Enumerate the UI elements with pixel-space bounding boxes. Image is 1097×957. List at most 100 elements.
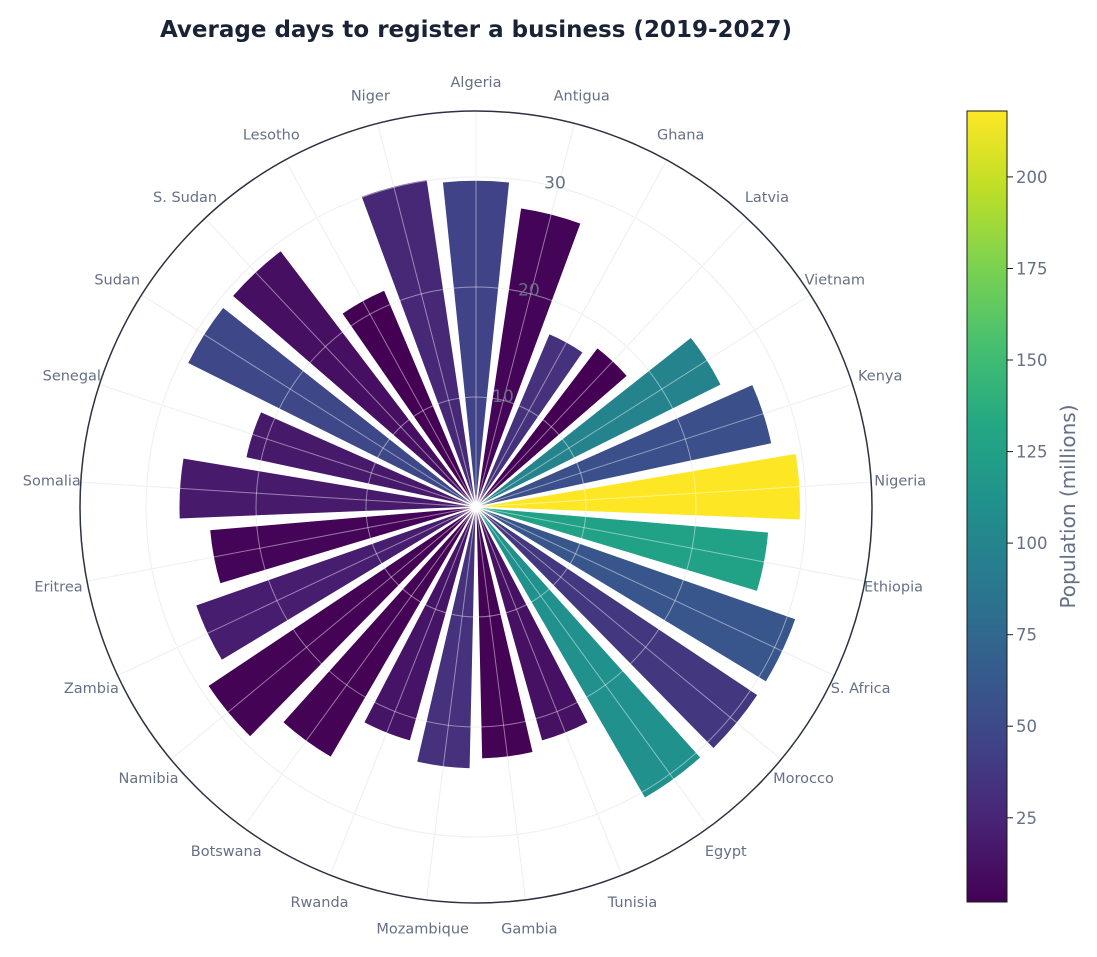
bar-kenya	[475, 383, 773, 508]
grid-spoke-overlay	[475, 506, 623, 876]
category-label: Mozambique	[376, 922, 469, 938]
colorbar-tick-label: 175	[1016, 260, 1048, 279]
category-label: Rwanda	[290, 895, 348, 911]
bar-zambia	[195, 506, 477, 662]
bar-nigeria	[475, 452, 802, 521]
bar-egypt	[475, 506, 702, 799]
bar-s-africa	[475, 506, 797, 683]
radial-tick-label: 10	[492, 387, 514, 407]
bar-somalia	[178, 457, 477, 520]
category-label: Kenya	[858, 369, 902, 385]
bar-botswana	[282, 506, 477, 758]
colorbar-tick-label: 75	[1016, 626, 1037, 645]
grid-spoke-overlay	[329, 506, 477, 876]
category-label: Niger	[351, 88, 390, 104]
category-label: Ghana	[657, 128, 704, 144]
colorbar-tick-label: 25	[1016, 809, 1037, 828]
colorbar-tick-label: 50	[1016, 717, 1037, 736]
category-label: Morocco	[773, 771, 834, 787]
grid-spoke-overlay	[242, 506, 477, 828]
grid-spoke-overlay	[425, 506, 477, 900]
colorbar-tick-label: 125	[1016, 443, 1048, 462]
bar-rwanda	[363, 506, 477, 742]
category-label: Nigeria	[874, 473, 926, 489]
category-label: Namibia	[118, 771, 178, 787]
grid-spoke-overlay	[99, 384, 477, 508]
bar-s-sudan	[231, 249, 477, 508]
grid-spoke-overlay	[475, 384, 853, 508]
category-label: Eritrea	[34, 580, 82, 596]
category-label: Senegal	[43, 369, 101, 385]
category-label: Sudan	[94, 272, 140, 288]
grid-spoke-overlay	[475, 159, 668, 508]
grid-circle-overlay	[255, 286, 697, 728]
bar-vietnam	[475, 336, 722, 508]
grid-circle-overlay	[145, 176, 807, 838]
bar-sudan	[186, 306, 477, 508]
chart-title: Average days to register a business (201…	[160, 17, 792, 43]
category-label: Tunisia	[607, 895, 658, 911]
category-label: Vietnam	[805, 272, 865, 288]
radial-tick-label: 20	[518, 280, 540, 300]
bar-niger	[360, 178, 477, 508]
category-label: S. Sudan	[153, 190, 217, 206]
radial-tick-label: 30	[544, 174, 566, 194]
grid-spoke-overlay	[117, 506, 477, 677]
category-label: Botswana	[191, 844, 262, 860]
grid-overlay	[80, 111, 872, 900]
category-label: S. Africa	[831, 681, 891, 697]
grid-spoke-overlay	[377, 123, 477, 508]
bar-namibia	[207, 506, 477, 738]
outer-ring	[79, 110, 873, 904]
radial-tick-labels: 10 20 30	[492, 174, 566, 408]
category-label: Somalia	[23, 473, 81, 489]
category-labels: Algeria Antigua Ghana Latvia Vietnam Kenya Nig…	[23, 75, 926, 938]
grid-spoke-overlay	[80, 481, 477, 508]
colorbar-tick-label: 150	[1016, 351, 1048, 370]
grid-spoke-overlay	[475, 506, 866, 582]
category-label: Egypt	[705, 844, 747, 860]
category-label: Lesotho	[243, 128, 300, 144]
category-label: Latvia	[745, 190, 789, 206]
grid-spoke-overlay	[284, 159, 477, 508]
grid-spoke-overlay	[141, 294, 477, 508]
grid-spoke-overlay	[86, 506, 477, 582]
bar-morocco	[475, 506, 759, 750]
category-label: Zambia	[64, 681, 119, 697]
bar-eritrea	[209, 506, 477, 585]
grid-spoke-overlay	[475, 506, 835, 677]
bar-lesotho	[341, 289, 477, 508]
grid-spoke-overlay	[475, 217, 748, 508]
colorbar-label: Population (millions)	[1056, 404, 1080, 608]
bar-senegal	[245, 410, 477, 508]
colorbar-ticks: 25 50 75 100 125 150 175 200	[1007, 168, 1048, 828]
bar-mozambique	[416, 506, 477, 770]
bars	[80, 111, 872, 900]
grid-spoke-overlay	[170, 506, 477, 760]
grid-spoke-overlay	[475, 294, 811, 508]
grid-spoke-overlay	[475, 123, 575, 508]
grid-spoke-overlay	[475, 481, 872, 508]
category-label: Antigua	[554, 88, 610, 104]
grid-spoke-overlay	[475, 506, 782, 760]
colorbar-tick-label: 200	[1016, 168, 1048, 187]
bar-antigua	[475, 207, 582, 508]
bar-tunisia	[475, 506, 589, 742]
bar-ghana	[475, 333, 584, 508]
grid-spoke-overlay	[475, 506, 527, 900]
colorbar: 25 50 75 100 125 150 175 200 Population (millio…	[966, 110, 1080, 903]
category-label: Algeria	[451, 75, 502, 91]
colorbar-gradient	[966, 110, 1008, 903]
category-label: Gambia	[501, 922, 557, 938]
grid-spoke-overlay	[475, 506, 710, 828]
bar-ethiopia	[475, 506, 770, 593]
bar-gambia	[475, 506, 534, 760]
colorbar-tick-label: 100	[1016, 534, 1048, 553]
bar-algeria	[441, 179, 511, 508]
category-label: Ethiopia	[864, 580, 923, 596]
grid-spoke-overlay	[204, 217, 477, 508]
grid-circle-overlay	[365, 396, 587, 618]
bar-latvia	[475, 347, 629, 508]
